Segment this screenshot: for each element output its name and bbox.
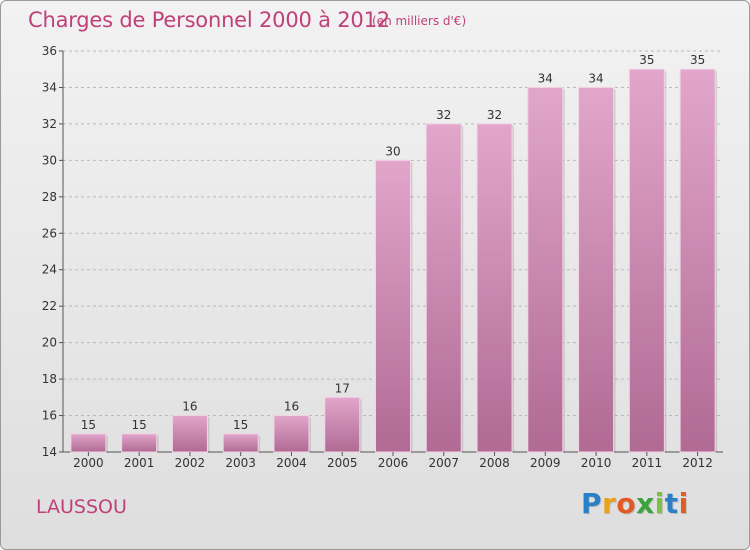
x-tick-label: 2000: [73, 456, 104, 470]
x-tick-label: 2004: [276, 456, 307, 470]
logo-letter: i: [678, 487, 689, 520]
bar: [171, 415, 208, 453]
bar-value-label: 32: [487, 108, 502, 122]
bar-value-label: 17: [335, 381, 350, 395]
y-tick-label: 26: [42, 226, 57, 240]
logo-letter: o: [616, 487, 637, 520]
bar: [578, 86, 615, 453]
y-tick-label: 20: [42, 336, 57, 350]
bar: [679, 68, 716, 453]
bar: [425, 123, 462, 453]
y-tick-label: 28: [42, 190, 57, 204]
chart-subtitle: (en milliers d'€): [372, 14, 467, 28]
x-tick-label: 2003: [225, 456, 256, 470]
bar: [527, 86, 564, 453]
bar-value-label: 15: [233, 418, 248, 432]
bar-value-label: 15: [81, 418, 96, 432]
y-tick-label: 34: [42, 80, 57, 94]
logo-letter: r: [602, 487, 617, 520]
x-tick-label: 2007: [428, 456, 459, 470]
bar: [121, 433, 158, 453]
logo-letter: x: [636, 487, 655, 520]
x-tick-label: 2008: [479, 456, 510, 470]
bar-value-label: 30: [385, 144, 400, 158]
bar: [324, 396, 361, 453]
x-tick-label: 2002: [175, 456, 206, 470]
bar-value-label: 34: [538, 71, 553, 85]
bar-value-label: 32: [436, 108, 451, 122]
logo-letter: P: [581, 487, 603, 520]
bar: [222, 433, 259, 453]
bar-value-label: 15: [132, 418, 147, 432]
x-tick-label: 2009: [530, 456, 561, 470]
bar: [628, 68, 665, 453]
y-tick-label: 18: [42, 372, 57, 386]
commune-name: LAUSSOU: [36, 496, 127, 518]
bar-value-label: 35: [639, 53, 654, 67]
bar-value-label: 16: [284, 400, 299, 414]
x-tick-label: 2011: [632, 456, 663, 470]
x-tick-label: 2005: [327, 456, 358, 470]
y-tick-label: 14: [42, 445, 57, 459]
logo-letter: t: [664, 487, 679, 520]
y-tick-label: 36: [42, 44, 57, 58]
x-tick-label: 2001: [124, 456, 155, 470]
y-tick-label: 16: [42, 409, 57, 423]
y-tick-label: 30: [42, 153, 57, 167]
y-tick-label: 24: [42, 263, 57, 277]
x-tick-label: 2006: [378, 456, 409, 470]
x-tick-label: 2012: [682, 456, 713, 470]
logo-letter: i: [654, 487, 665, 520]
bar: [273, 415, 310, 453]
bar-value-label: 16: [182, 400, 197, 414]
bar: [70, 433, 107, 453]
chart-title: Charges de Personnel 2000 à 2012: [28, 8, 390, 32]
x-tick-label: 2010: [581, 456, 612, 470]
proxiti-logo: Proxiti: [581, 487, 689, 520]
y-tick-label: 32: [42, 117, 57, 131]
bar-value-label: 34: [588, 71, 603, 85]
bar: [375, 159, 411, 453]
bar-value-label: 35: [690, 53, 705, 67]
bar: [476, 123, 513, 453]
y-tick-label: 22: [42, 299, 57, 313]
